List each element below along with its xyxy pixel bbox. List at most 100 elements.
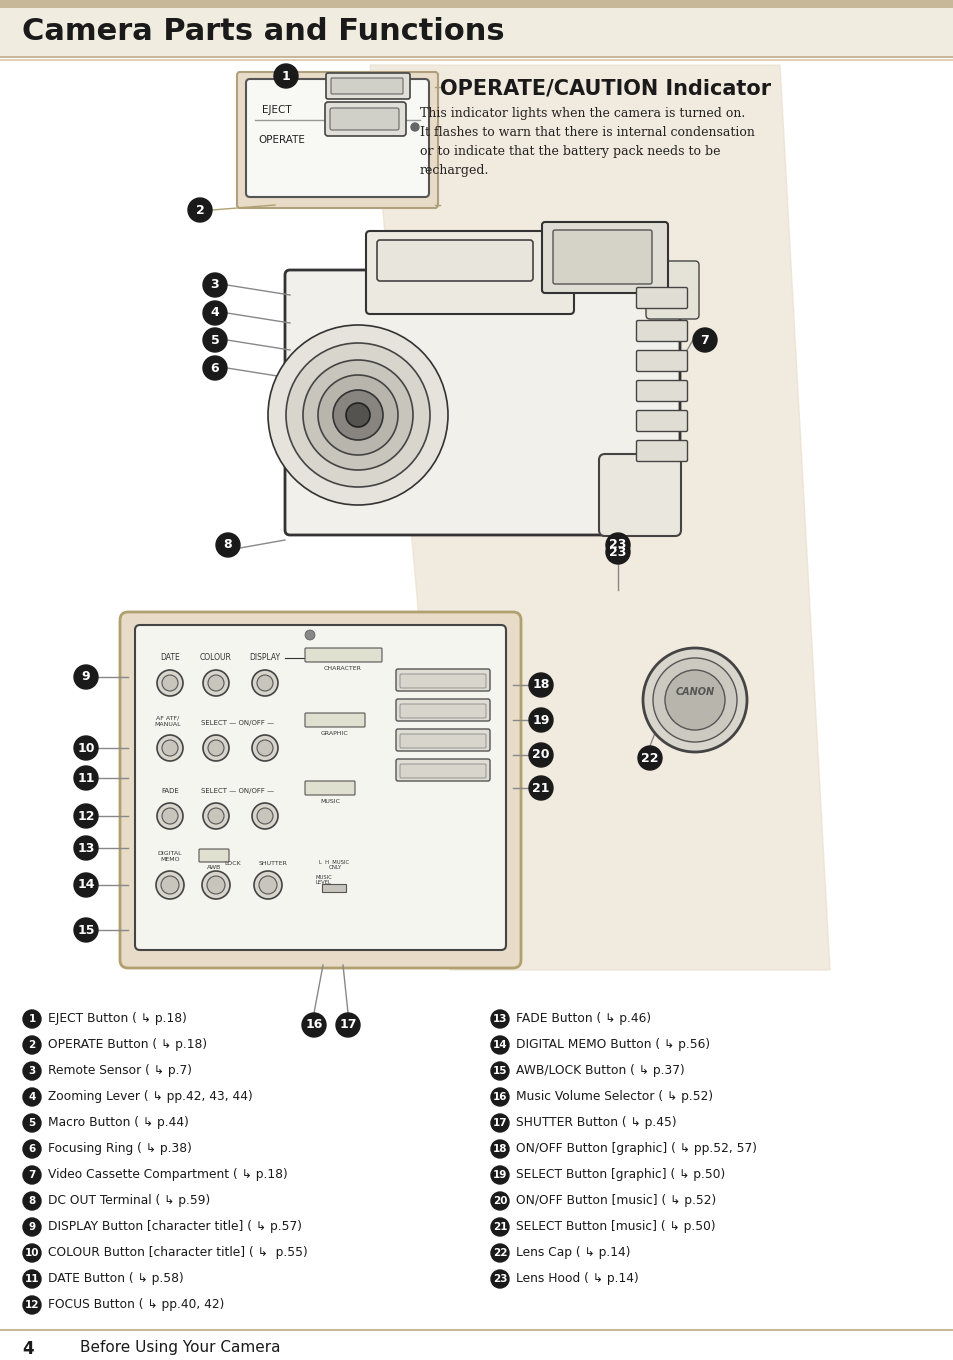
Text: 19: 19 [532,714,549,726]
Text: DIGITAL MEMO Button ( ↳ p.56): DIGITAL MEMO Button ( ↳ p.56) [516,1038,709,1051]
Circle shape [203,301,227,325]
Circle shape [203,356,227,379]
Circle shape [23,1036,41,1054]
Text: SHUTTER: SHUTTER [258,861,287,866]
Circle shape [23,1191,41,1210]
FancyBboxPatch shape [636,381,687,401]
Circle shape [203,802,229,830]
Text: EJECT Button ( ↳ p.18): EJECT Button ( ↳ p.18) [48,1012,187,1025]
Circle shape [256,740,273,756]
Circle shape [23,1219,41,1236]
FancyBboxPatch shape [305,713,365,728]
Circle shape [491,1270,509,1288]
Text: ONLY: ONLY [329,865,342,870]
FancyBboxPatch shape [636,411,687,431]
Text: 7: 7 [29,1170,35,1180]
Text: 9: 9 [29,1223,35,1232]
Circle shape [652,658,737,743]
Text: DISPLAY: DISPLAY [249,653,280,662]
Circle shape [23,1270,41,1288]
Circle shape [252,802,277,830]
Text: 2: 2 [29,1040,35,1050]
Text: 11: 11 [77,771,94,785]
Text: 14: 14 [77,879,94,892]
Circle shape [302,1013,326,1036]
Text: DISPLAY Button [character title] ( ↳ p.57): DISPLAY Button [character title] ( ↳ p.5… [48,1220,302,1234]
Text: 5: 5 [211,333,219,347]
Text: 6: 6 [211,362,219,374]
FancyBboxPatch shape [326,73,410,99]
Text: Before Using Your Camera: Before Using Your Camera [80,1340,280,1355]
Text: or to indicate that the battery pack needs to be: or to indicate that the battery pack nee… [419,146,720,158]
Text: 14: 14 [492,1040,507,1050]
FancyBboxPatch shape [376,239,533,282]
Text: recharged.: recharged. [419,165,489,177]
FancyBboxPatch shape [236,72,437,208]
Circle shape [286,343,430,487]
Text: Lens Hood ( ↳ p.14): Lens Hood ( ↳ p.14) [516,1272,639,1285]
Text: 7: 7 [700,333,709,347]
Text: OPERATE: OPERATE [257,135,305,146]
Text: 13: 13 [77,842,94,854]
Circle shape [23,1166,41,1185]
Circle shape [74,804,98,828]
Text: 6: 6 [29,1144,35,1155]
FancyBboxPatch shape [399,675,485,688]
Text: GRAPHIC: GRAPHIC [321,732,349,736]
Circle shape [346,403,370,427]
Text: CANON: CANON [675,687,714,696]
FancyBboxPatch shape [366,231,574,314]
Text: AWB: AWB [207,865,221,870]
Text: EJECT: EJECT [262,105,292,116]
Text: Music Volume Selector ( ↳ p.52): Music Volume Selector ( ↳ p.52) [516,1089,713,1103]
Text: 16: 16 [305,1019,322,1031]
Circle shape [74,836,98,860]
Bar [0,56,953,58]
Circle shape [157,734,183,762]
Text: 12: 12 [77,809,94,823]
Circle shape [74,736,98,760]
Circle shape [638,747,661,770]
Circle shape [333,390,382,441]
Circle shape [529,777,553,800]
Polygon shape [370,65,829,970]
Text: DATE Button ( ↳ p.58): DATE Button ( ↳ p.58) [48,1272,184,1285]
FancyBboxPatch shape [399,704,485,718]
Text: Macro Button ( ↳ p.44): Macro Button ( ↳ p.44) [48,1117,189,1129]
Circle shape [23,1010,41,1028]
Text: 17: 17 [339,1019,356,1031]
Circle shape [74,873,98,898]
Text: DC OUT Terminal ( ↳ p.59): DC OUT Terminal ( ↳ p.59) [48,1194,210,1208]
FancyBboxPatch shape [120,612,520,968]
Text: 4: 4 [211,306,219,320]
Text: SELECT — ON/OFF —: SELECT — ON/OFF — [201,787,274,794]
Circle shape [305,630,314,641]
Circle shape [157,802,183,830]
Text: L  H  MUSIC: L H MUSIC [318,860,349,865]
Circle shape [203,328,227,352]
Text: FADE: FADE [161,787,178,794]
Text: 8: 8 [29,1195,35,1206]
Text: SHUTTER Button ( ↳ p.45): SHUTTER Button ( ↳ p.45) [516,1117,676,1129]
Text: 16: 16 [493,1092,507,1102]
FancyBboxPatch shape [305,781,355,796]
Circle shape [491,1244,509,1262]
Text: MUSIC: MUSIC [319,800,339,804]
Circle shape [268,325,448,505]
Text: 22: 22 [640,752,659,764]
Text: 21: 21 [493,1223,507,1232]
Circle shape [208,808,224,824]
Bar [0,58,953,61]
Circle shape [162,675,178,691]
Circle shape [23,1140,41,1157]
Text: SELECT — ON/OFF —: SELECT — ON/OFF — [201,719,274,726]
Text: LEVEL: LEVEL [315,880,332,885]
Circle shape [162,740,178,756]
Text: COLOUR Button [character title] ( ↳  p.55): COLOUR Button [character title] ( ↳ p.55… [48,1246,308,1259]
Text: 8: 8 [223,539,233,552]
Circle shape [208,675,224,691]
Text: Lens Cap ( ↳ p.14): Lens Cap ( ↳ p.14) [516,1246,630,1259]
Circle shape [692,328,717,352]
Circle shape [203,273,227,296]
Circle shape [491,1166,509,1185]
